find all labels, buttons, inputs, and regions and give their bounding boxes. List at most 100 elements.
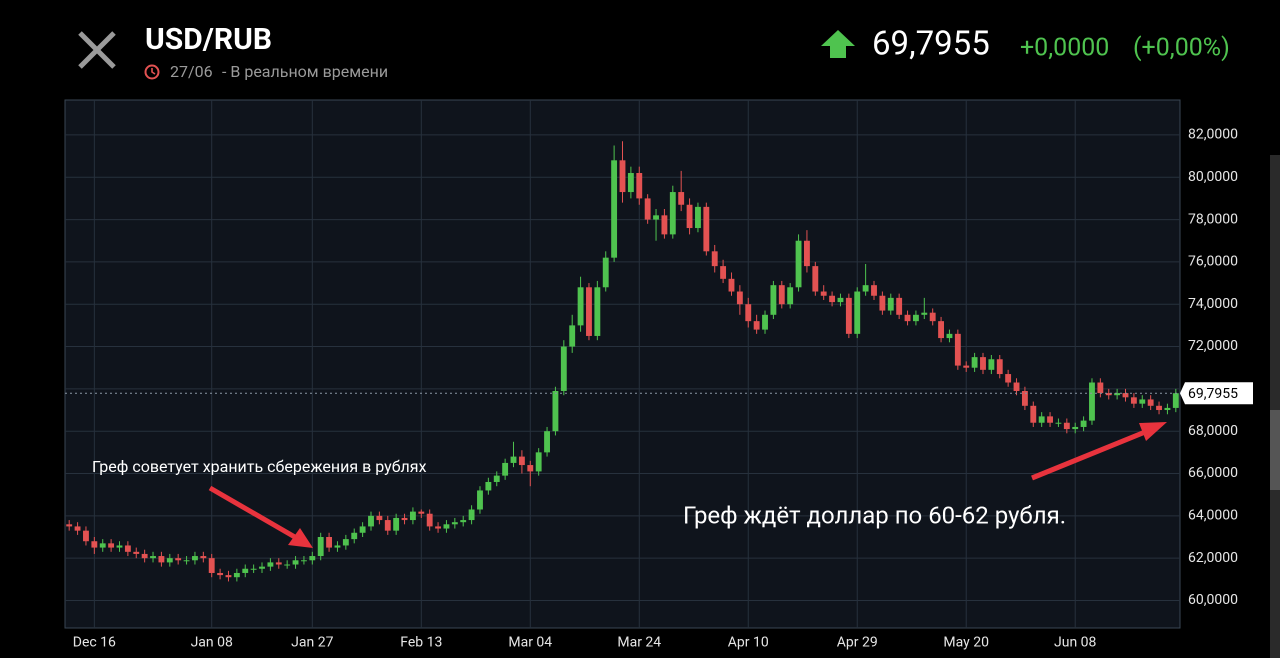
candle-body xyxy=(829,295,836,303)
price: 69,7955 xyxy=(872,25,990,64)
scroll-thumb xyxy=(1270,410,1280,490)
candle-body xyxy=(837,297,844,303)
candle-body xyxy=(108,543,115,548)
clock-icon xyxy=(144,64,160,80)
candle-body xyxy=(762,314,768,330)
candle-body xyxy=(510,456,517,463)
y-tick-label: 68,0000 xyxy=(1188,423,1238,439)
candle-body xyxy=(602,257,609,288)
candle-body xyxy=(267,562,274,567)
candle-body xyxy=(451,522,458,525)
y-tick-label: 72,0000 xyxy=(1188,338,1238,354)
candle-body xyxy=(99,543,106,548)
candle-body xyxy=(141,553,148,559)
candle-body xyxy=(493,475,500,482)
overlay: Греф советует хранить сбережения в рубля… xyxy=(65,382,1253,548)
candle-body xyxy=(192,556,198,561)
y-tick-label: 74,0000 xyxy=(1188,296,1238,312)
candle-body xyxy=(954,333,961,366)
candle-body xyxy=(233,572,240,578)
x-tick-label: Jun 08 xyxy=(1054,635,1097,651)
candle-body xyxy=(158,556,165,563)
candle-body xyxy=(971,357,978,368)
candle-body xyxy=(711,251,718,267)
candle-body xyxy=(418,511,425,514)
candle-body xyxy=(879,295,886,311)
candle-body xyxy=(577,287,584,326)
candle-body xyxy=(669,192,676,235)
candle-body xyxy=(845,297,852,334)
candle-body xyxy=(686,204,693,229)
candle-body xyxy=(401,517,408,521)
candle-body xyxy=(1013,382,1020,391)
y-tick-label: 62,0000 xyxy=(1188,550,1238,566)
candle-body xyxy=(736,291,743,305)
candle-body xyxy=(409,511,416,521)
candle-body xyxy=(871,285,877,296)
arrow-head xyxy=(1139,422,1167,441)
candle-body xyxy=(1063,422,1070,430)
candle-body xyxy=(502,462,509,476)
candle-body xyxy=(753,321,760,330)
candle-body xyxy=(1147,399,1154,406)
y-tick-label: 82,0000 xyxy=(1188,127,1238,143)
candle-body xyxy=(175,558,182,561)
candle-body xyxy=(1038,416,1045,423)
candle-body xyxy=(200,556,207,559)
candle-body xyxy=(1089,382,1095,421)
change-percent: (+0,00%) xyxy=(1133,34,1230,63)
candle-body xyxy=(1139,399,1146,404)
candle-body xyxy=(225,575,232,578)
candle-body xyxy=(678,192,685,205)
candle-body xyxy=(124,545,131,552)
candle-body xyxy=(921,312,928,315)
x-tick-label: Mar 04 xyxy=(508,635,552,651)
candle-body xyxy=(980,357,986,370)
candle-body xyxy=(334,545,341,548)
candle-body xyxy=(133,551,140,554)
candle-body xyxy=(384,520,391,531)
side-panel xyxy=(1270,155,1280,658)
candle-body xyxy=(820,291,827,296)
x-tick-label: Feb 13 xyxy=(400,635,442,651)
candle-body xyxy=(368,515,374,527)
candle-body xyxy=(804,240,810,267)
candle-body xyxy=(292,560,299,565)
title: USD/RUB xyxy=(145,22,272,57)
up-arrow xyxy=(821,30,855,58)
change: +0,0000 xyxy=(1020,34,1109,63)
candle-body xyxy=(435,526,441,529)
candle-body xyxy=(854,291,861,334)
candle-body xyxy=(183,560,190,562)
candle-body xyxy=(300,560,307,562)
candle-body xyxy=(703,206,710,252)
candle-body xyxy=(1030,405,1037,423)
candle-body xyxy=(426,513,433,527)
candle-body xyxy=(1055,422,1062,424)
candle-body xyxy=(720,266,727,279)
candle-body xyxy=(250,568,257,570)
candle-body xyxy=(518,456,525,466)
candle-body xyxy=(66,524,73,527)
candle-body xyxy=(1047,416,1053,423)
x-tick-label: Jan 08 xyxy=(191,635,233,651)
candle-body xyxy=(1005,374,1012,383)
close-icon[interactable] xyxy=(78,31,116,69)
candle-body xyxy=(468,509,475,521)
candle-body xyxy=(1164,407,1171,411)
candle-body xyxy=(812,266,819,292)
close-button[interactable] xyxy=(78,31,116,69)
candle-body xyxy=(275,562,282,565)
arrow-line xyxy=(1031,427,1151,481)
candle-body xyxy=(1122,393,1129,398)
candle-body xyxy=(259,566,265,569)
candle-body xyxy=(644,198,651,220)
y-tick-label: 64,0000 xyxy=(1188,508,1238,524)
annotation: Греф советует хранить сбережения в рубля… xyxy=(92,457,427,476)
candle-body xyxy=(351,532,358,540)
candle-body xyxy=(569,325,576,347)
x-tick-label: May 20 xyxy=(943,635,989,651)
annotation: Греф ждёт доллар по 60-62 рубля. xyxy=(683,501,1066,529)
status: - В реальном времени xyxy=(222,62,388,81)
